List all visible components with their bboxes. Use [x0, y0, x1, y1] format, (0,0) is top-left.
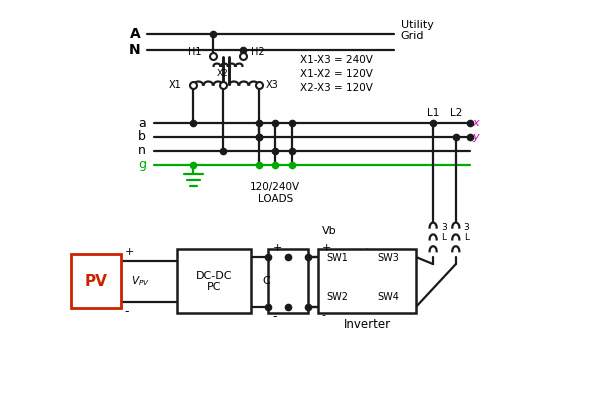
- Bar: [318, 249, 416, 314]
- Text: 3: 3: [464, 223, 469, 232]
- Text: -: -: [124, 306, 129, 318]
- Text: SW1: SW1: [326, 253, 349, 263]
- Bar: [177, 249, 251, 314]
- Text: DC-DC
PC: DC-DC PC: [196, 270, 232, 292]
- Text: X1-X3 = 240V: X1-X3 = 240V: [300, 55, 373, 65]
- Text: L: L: [441, 233, 446, 242]
- Text: H1: H1: [188, 47, 202, 57]
- Text: n: n: [138, 144, 146, 157]
- Text: SW2: SW2: [326, 292, 349, 302]
- Bar: [268, 249, 308, 314]
- Text: SW4: SW4: [378, 292, 400, 302]
- Text: X3: X3: [265, 80, 278, 90]
- Text: N: N: [128, 43, 140, 57]
- Text: X2: X2: [217, 69, 229, 78]
- Text: x: x: [473, 118, 479, 128]
- Text: 120/240V
LOADS: 120/240V LOADS: [250, 182, 301, 204]
- Text: a: a: [139, 116, 146, 130]
- Text: L2: L2: [449, 108, 462, 118]
- Text: L1: L1: [427, 108, 439, 118]
- Text: L: L: [464, 233, 469, 242]
- Text: H2: H2: [251, 47, 265, 57]
- Bar: [71, 254, 121, 308]
- Text: b: b: [138, 130, 146, 143]
- Text: C: C: [263, 276, 271, 286]
- Text: g: g: [138, 158, 146, 171]
- Text: Vb: Vb: [322, 226, 337, 236]
- Text: Inverter: Inverter: [343, 318, 391, 331]
- Text: +: +: [272, 243, 282, 253]
- Text: X1-X2 = 120V: X1-X2 = 120V: [300, 69, 373, 79]
- Text: A: A: [130, 27, 140, 41]
- Text: $V_{PV}$: $V_{PV}$: [131, 274, 149, 288]
- Text: Utility
Grid: Utility Grid: [401, 20, 433, 41]
- Text: X1: X1: [169, 80, 182, 90]
- Text: +: +: [322, 243, 331, 253]
- Text: X2-X3 = 120V: X2-X3 = 120V: [300, 82, 373, 92]
- Text: PV: PV: [85, 274, 107, 289]
- Text: -: -: [322, 310, 326, 320]
- Text: -: -: [272, 310, 277, 324]
- Text: y: y: [473, 132, 479, 142]
- Text: +: +: [124, 247, 134, 257]
- Text: SW3: SW3: [378, 253, 400, 263]
- Text: 3: 3: [441, 223, 447, 232]
